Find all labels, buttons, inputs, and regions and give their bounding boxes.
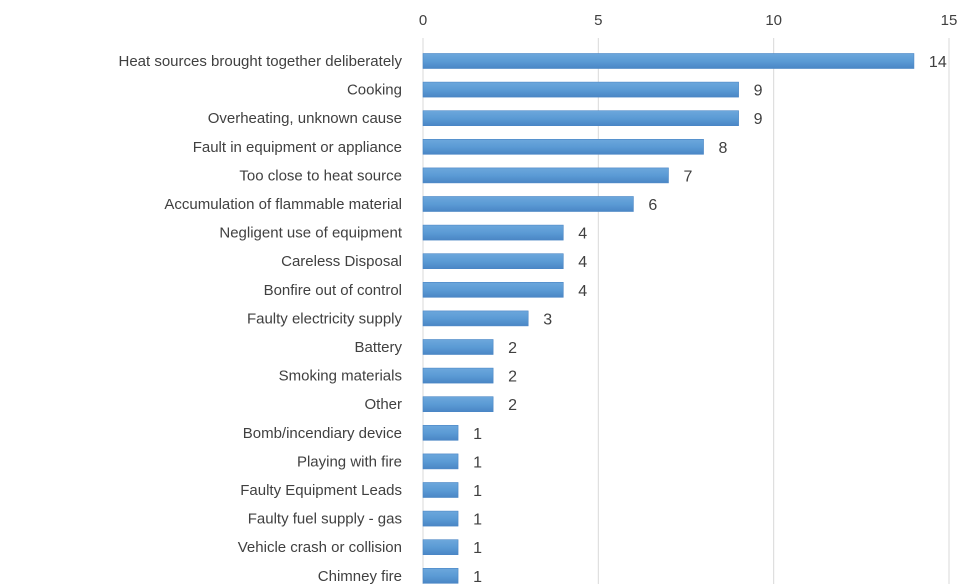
data-label: 2 — [508, 340, 517, 357]
x-tick-label: 5 — [594, 12, 602, 29]
bar — [422, 453, 459, 470]
category-label: Other — [364, 396, 402, 413]
data-label: 4 — [578, 254, 587, 271]
x-axis: 0 5 10 15 — [419, 12, 958, 29]
data-label: 4 — [578, 283, 587, 300]
x-tick-label: 10 — [765, 12, 782, 29]
category-label: Battery — [354, 339, 402, 356]
data-labels: 14 9 9 8 7 6 4 4 4 3 2 2 2 1 1 1 1 1 1 — [473, 54, 947, 584]
bar — [422, 424, 459, 441]
category-label: Chimney fire — [318, 568, 402, 584]
bar — [422, 367, 494, 384]
data-label: 4 — [578, 226, 587, 243]
bar — [422, 53, 915, 69]
data-label: 8 — [719, 140, 728, 157]
data-label: 1 — [473, 454, 482, 471]
data-label: 1 — [473, 540, 482, 557]
category-label: Careless Disposal — [281, 253, 402, 270]
bar — [422, 482, 459, 498]
category-label: Playing with fire — [297, 453, 402, 470]
data-label: 3 — [543, 311, 552, 328]
category-label: Cooking — [347, 82, 402, 99]
category-label: Vehicle crash or collision — [238, 539, 402, 556]
data-label: 1 — [473, 483, 482, 500]
x-tick-label: 0 — [419, 12, 427, 29]
bar — [422, 281, 564, 298]
bar — [422, 339, 494, 355]
bar — [422, 167, 669, 184]
data-label: 9 — [754, 83, 763, 100]
data-label: 14 — [929, 54, 947, 71]
category-label: Fault in equipment or appliance — [193, 139, 402, 156]
category-label: Overheating, unknown cause — [208, 110, 402, 127]
data-label: 7 — [683, 168, 692, 185]
category-label: Faulty fuel supply - gas — [248, 511, 402, 528]
category-labels: Heat sources brought together deliberate… — [118, 53, 402, 584]
bar — [422, 510, 459, 527]
bar — [422, 539, 459, 556]
data-label: 1 — [473, 512, 482, 529]
bar — [422, 567, 459, 584]
category-label: Smoking materials — [279, 368, 402, 385]
category-label: Accumulation of flammable material — [164, 196, 402, 213]
bars — [422, 53, 915, 584]
bar — [422, 81, 739, 98]
bar — [422, 396, 494, 413]
category-label: Negligent use of equipment — [219, 225, 402, 242]
category-label: Faulty electricity supply — [247, 310, 403, 327]
data-label: 6 — [648, 197, 657, 214]
bar — [422, 110, 739, 126]
category-label: Too close to heat source — [239, 167, 402, 184]
data-label: 2 — [508, 397, 517, 414]
bar — [422, 224, 564, 241]
x-tick-label: 15 — [941, 12, 958, 29]
category-label: Bonfire out of control — [264, 282, 402, 299]
data-label: 2 — [508, 369, 517, 386]
data-label: 9 — [754, 111, 763, 128]
bar — [422, 253, 564, 269]
category-label: Heat sources brought together deliberate… — [118, 53, 402, 70]
category-label: Faulty Equipment Leads — [240, 482, 402, 499]
bar — [422, 139, 704, 155]
data-label: 1 — [473, 426, 482, 443]
bar — [422, 196, 634, 212]
data-label: 1 — [473, 569, 482, 584]
bar — [422, 310, 529, 327]
category-label: Bomb/incendiary device — [243, 425, 402, 442]
